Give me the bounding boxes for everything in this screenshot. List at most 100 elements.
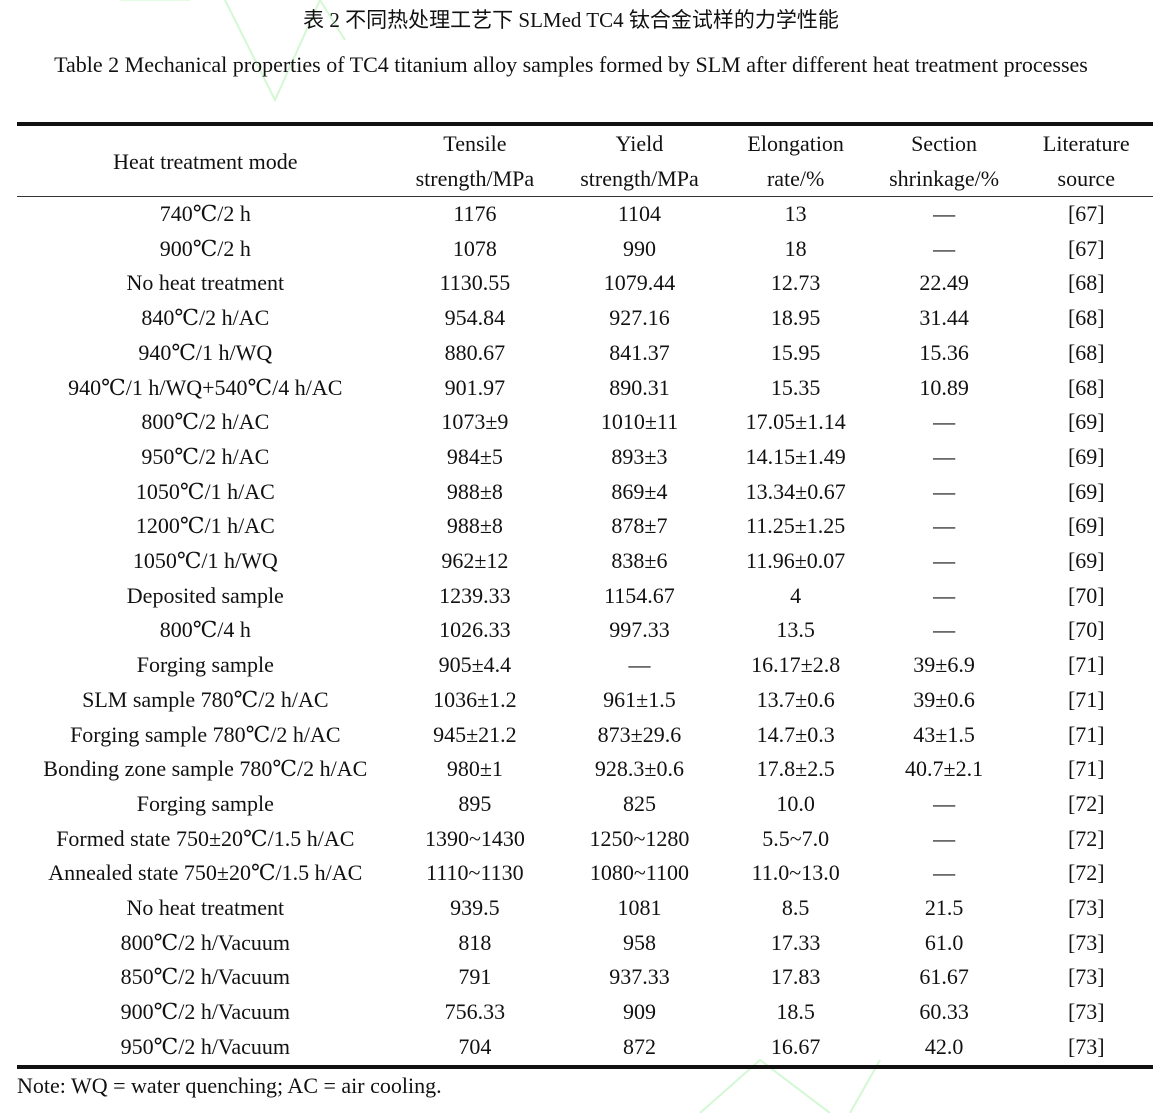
cell-yield-strength: 1104 xyxy=(617,201,662,226)
cell-section-shrinkage: — xyxy=(933,409,956,435)
cell-tensile-strength: 1239.33 xyxy=(439,582,511,608)
header-section-shrinkage: Section shrinkage/% xyxy=(889,131,1000,191)
cell-section-shrinkage: — xyxy=(933,790,956,816)
cell-section-shrinkage: — xyxy=(933,825,956,851)
cell-tensile-strength: 945±21.2 xyxy=(433,721,517,747)
cell-section-shrinkage: — xyxy=(933,582,956,608)
cell-elongation-rate: 4 xyxy=(790,582,802,608)
cell-section-shrinkage: — xyxy=(933,548,956,574)
cell-tensile-strength: 962±12 xyxy=(441,548,509,574)
cell-section-shrinkage: 60.33 xyxy=(919,999,969,1025)
cell-heat-treatment-mode: 800℃/2 h/AC xyxy=(141,409,270,435)
cell-literature-source: [70] xyxy=(1067,582,1105,608)
cell-section-shrinkage: — xyxy=(933,860,956,886)
cell-heat-treatment-mode: 840℃/2 h/AC xyxy=(141,305,270,331)
cell-yield-strength: 1079.44 xyxy=(603,270,676,296)
cell-literature-source: [67] xyxy=(1067,235,1105,261)
cell-yield-strength: 825 xyxy=(622,790,656,816)
table-row: 1200℃/1 h/AC 988±8 878±7 11.25±1.25 — [69] xyxy=(17,509,1153,544)
table-row: Bonding zone sample 780℃/2 h/AC 980±1 928.… xyxy=(17,752,1153,787)
cell-section-shrinkage: 61.0 xyxy=(924,929,964,955)
table-row: 900℃/2 h 1078 990 18 — [67] xyxy=(17,232,1153,267)
cell-elongation-rate: 18 xyxy=(784,235,807,261)
cell-tensile-strength: 704 xyxy=(458,1033,492,1059)
cell-heat-treatment-mode: Annealed state 750±20℃/1.5 h/AC xyxy=(48,860,363,886)
header-yield-strength: Yield strength/MPa xyxy=(580,131,699,191)
cell-literature-source: [69] xyxy=(1067,513,1105,539)
table-row: 800℃/2 h/Vacuum 818 958 17.33 61.0 [73] xyxy=(17,926,1153,961)
cell-elongation-rate: 15.35 xyxy=(770,374,821,400)
cell-heat-treatment-mode: Deposited sample xyxy=(126,582,284,608)
cell-tensile-strength: 895 xyxy=(458,790,492,816)
header-literature-source: Literature source xyxy=(1042,131,1130,191)
cell-heat-treatment-mode: No heat treatment xyxy=(126,270,285,296)
cell-yield-strength: 928.3±0.6 xyxy=(594,756,684,782)
cell-tensile-strength: 939.5 xyxy=(450,895,500,921)
cell-literature-source: [73] xyxy=(1067,929,1105,955)
cell-literature-source: [68] xyxy=(1067,374,1105,400)
cell-yield-strength: 997.33 xyxy=(609,617,670,643)
cell-heat-treatment-mode: Forging sample xyxy=(136,790,274,816)
table-note: Note: WQ = water quenching; AC = air coo… xyxy=(17,1073,442,1098)
cell-section-shrinkage: 21.5 xyxy=(924,895,964,921)
cell-elongation-rate: 17.05±1.14 xyxy=(745,409,846,435)
table-row: Annealed state 750±20℃/1.5 h/AC 1110~1130… xyxy=(17,856,1153,891)
cell-section-shrinkage: 39±6.9 xyxy=(913,652,975,678)
cell-tensile-strength: 988±8 xyxy=(446,513,503,539)
cell-heat-treatment-mode: 950℃/2 h/Vacuum xyxy=(120,1033,291,1059)
cell-elongation-rate: 13.5 xyxy=(776,617,815,643)
cell-section-shrinkage: 43±1.5 xyxy=(913,721,975,747)
cell-tensile-strength: 880.67 xyxy=(444,339,506,365)
table-row: 900℃/2 h/Vacuum 756.33 909 18.5 60.33 [73] xyxy=(17,995,1153,1030)
cell-literature-source: [73] xyxy=(1067,1033,1105,1059)
cell-yield-strength: 878±7 xyxy=(611,513,668,539)
cell-section-shrinkage: 15.36 xyxy=(919,339,969,365)
cell-tensile-strength: 988±8 xyxy=(446,478,503,504)
cell-tensile-strength: 1036±1.2 xyxy=(433,686,517,712)
header-elongation-rate: Elongation rate/% xyxy=(747,131,844,191)
cell-yield-strength: 958 xyxy=(622,929,656,955)
cell-yield-strength: 1010±11 xyxy=(600,409,679,435)
cell-elongation-rate: 11.96±0.07 xyxy=(746,548,846,574)
cell-tensile-strength: 901.97 xyxy=(444,374,506,400)
cell-yield-strength: 927.16 xyxy=(609,305,670,331)
cell-yield-strength: 1154.67 xyxy=(604,582,675,608)
table-row: 1050℃/1 h/WQ 962±12 838±6 11.96±0.07 — [69] xyxy=(17,544,1153,579)
cell-yield-strength: 1081 xyxy=(617,895,662,921)
cell-elongation-rate: 15.95 xyxy=(770,339,821,365)
mechanical-properties-table: Heat treatment mode Tensile strength/MPa… xyxy=(17,122,1153,1069)
cell-tensile-strength: 1130.55 xyxy=(439,270,511,296)
cell-yield-strength: 841.37 xyxy=(609,339,670,365)
cell-literature-source: [71] xyxy=(1067,686,1105,712)
cell-literature-source: [71] xyxy=(1067,721,1105,747)
cell-section-shrinkage: — xyxy=(933,478,956,504)
cell-heat-treatment-mode: Formed state 750±20℃/1.5 h/AC xyxy=(56,825,355,851)
cell-literature-source: [72] xyxy=(1067,860,1105,886)
cell-tensile-strength: 1078 xyxy=(452,235,497,261)
cell-heat-treatment-mode: 800℃/2 h/Vacuum xyxy=(120,929,291,955)
table-row: No heat treatment 939.5 1081 8.5 21.5 [73] xyxy=(17,891,1153,926)
cell-heat-treatment-mode: Bonding zone sample 780℃/2 h/AC xyxy=(43,756,368,782)
cell-elongation-rate: 13.34±0.67 xyxy=(745,478,846,504)
cell-heat-treatment-mode: 900℃/2 h xyxy=(159,235,251,261)
cell-elongation-rate: 10.0 xyxy=(776,790,815,816)
table-row: 950℃/2 h/AC 984±5 893±3 14.15±1.49 — [69] xyxy=(17,440,1153,475)
cell-heat-treatment-mode: 940℃/1 h/WQ xyxy=(138,339,273,365)
cell-heat-treatment-mode: 850℃/2 h/Vacuum xyxy=(120,964,291,990)
cell-elongation-rate: 18.95 xyxy=(770,305,821,331)
header-row: Heat treatment mode Tensile strength/MPa… xyxy=(17,124,1153,197)
table-row: 1050℃/1 h/AC 988±8 869±4 13.34±0.67 — [69] xyxy=(17,475,1153,510)
cell-literature-source: [69] xyxy=(1067,548,1105,574)
cell-tensile-strength: 1026.33 xyxy=(439,617,511,643)
cell-section-shrinkage: — xyxy=(933,443,956,469)
cell-elongation-rate: 16.17±2.8 xyxy=(751,652,841,678)
cell-yield-strength: 990 xyxy=(622,235,656,261)
cell-tensile-strength: 1073±9 xyxy=(441,409,509,435)
cell-yield-strength: — xyxy=(628,652,651,678)
cell-section-shrinkage: 40.7±2.1 xyxy=(905,756,984,782)
cell-literature-source: [72] xyxy=(1067,825,1105,851)
cell-section-shrinkage: — xyxy=(933,617,956,643)
cell-tensile-strength: 954.84 xyxy=(444,305,506,331)
cell-yield-strength: 872 xyxy=(622,1033,656,1059)
cell-tensile-strength: 1110~1130 xyxy=(426,860,524,886)
